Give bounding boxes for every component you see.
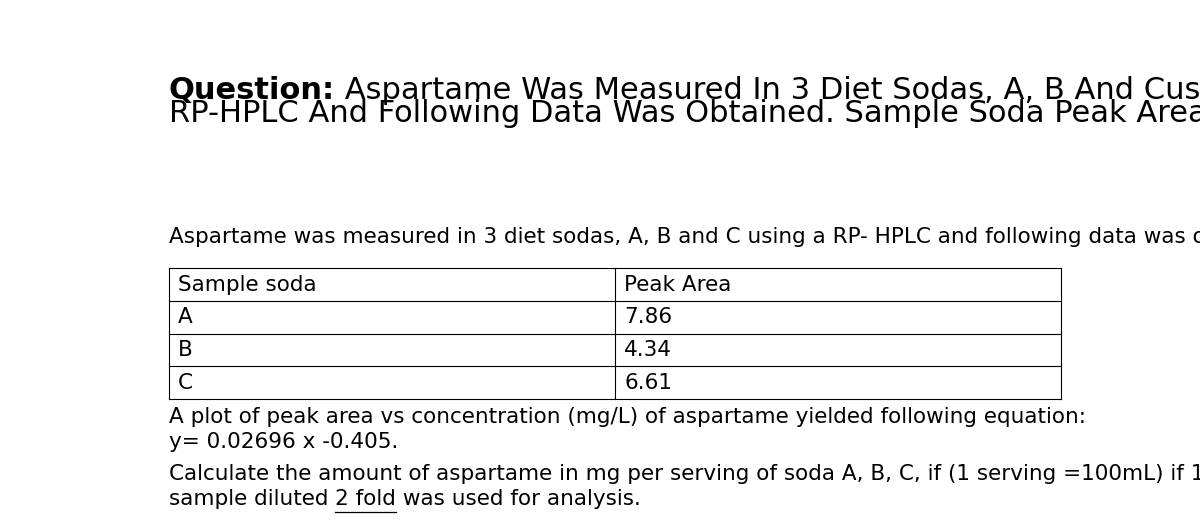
Text: was used for analysis.: was used for analysis. bbox=[396, 489, 641, 509]
Text: Aspartame Was Measured In 3 Diet Sodas, A, B And Cusing A: Aspartame Was Measured In 3 Diet Sodas, … bbox=[335, 76, 1200, 105]
Text: y= 0.02696 x -0.405.: y= 0.02696 x -0.405. bbox=[168, 432, 398, 452]
Text: A: A bbox=[178, 307, 193, 327]
Text: RP-HPLC And Following Data Was Obtained. Sample Soda Peak Area ...: RP-HPLC And Following Data Was Obtained.… bbox=[168, 99, 1200, 128]
Text: Sample soda: Sample soda bbox=[178, 275, 317, 295]
Text: Peak Area: Peak Area bbox=[624, 275, 732, 295]
Text: A plot of peak area vs concentration (mg/L) of aspartame yielded following equat: A plot of peak area vs concentration (mg… bbox=[168, 407, 1086, 427]
Text: 2 fold: 2 fold bbox=[335, 489, 396, 509]
Text: 6.61: 6.61 bbox=[624, 373, 672, 392]
Text: Question:: Question: bbox=[168, 76, 335, 105]
Text: Aspartame was measured in 3 diet sodas, A, B and C using a RP- HPLC and followin: Aspartame was measured in 3 diet sodas, … bbox=[168, 227, 1200, 247]
Text: Calculate the amount of aspartame in mg per serving of soda A, B, C, if (1 servi: Calculate the amount of aspartame in mg … bbox=[168, 465, 1200, 484]
Text: 4.34: 4.34 bbox=[624, 340, 672, 360]
Text: sample diluted: sample diluted bbox=[168, 489, 335, 509]
Text: 7.86: 7.86 bbox=[624, 307, 672, 327]
Text: C: C bbox=[178, 373, 193, 392]
Text: B: B bbox=[178, 340, 193, 360]
